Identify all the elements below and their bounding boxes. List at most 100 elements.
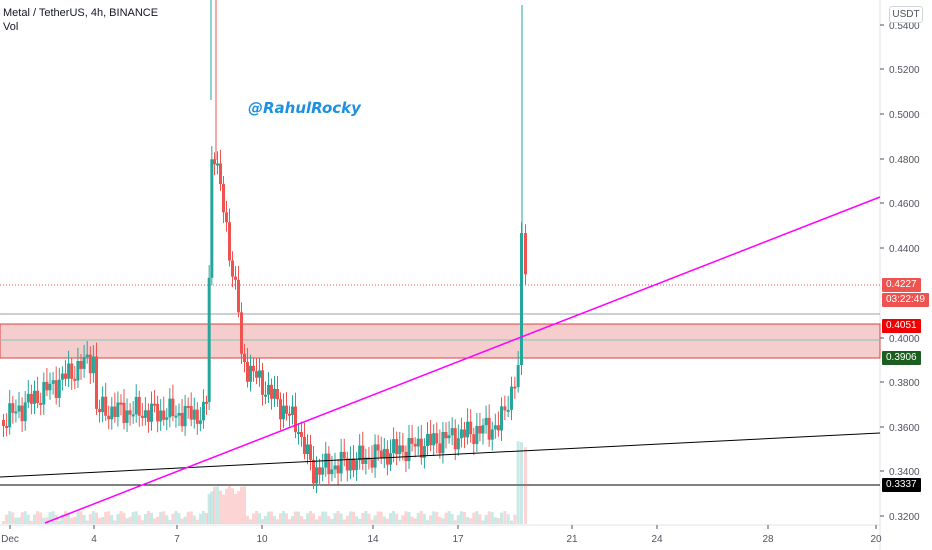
volume-bar	[60, 514, 64, 524]
volume-bar	[91, 511, 95, 524]
volume-bar	[104, 512, 108, 524]
candle-body	[300, 432, 303, 437]
candle-body	[156, 403, 160, 422]
candle-body	[228, 222, 231, 261]
candle-body	[104, 396, 108, 416]
volume-bar	[475, 511, 479, 524]
currency-button[interactable]: USDT	[889, 6, 923, 23]
candle-body	[11, 403, 15, 413]
volume-bar	[36, 511, 40, 524]
candle-body	[463, 429, 466, 438]
symbol-title[interactable]: Metal / TetherUS, 4h, BINANCE	[3, 7, 159, 19]
candle-body	[143, 410, 147, 418]
volume-bar	[113, 520, 117, 524]
support-tag: 0.3906	[882, 351, 921, 365]
chart-legend: Metal / TetherUS, 4h, BINANCE Vol	[3, 6, 158, 34]
candle-body	[484, 417, 488, 426]
lower-trend-line[interactable]	[0, 432, 881, 478]
volume-label[interactable]: Vol	[3, 21, 19, 33]
volume-bar	[456, 515, 460, 524]
candle-body	[364, 457, 368, 464]
volume-bar	[243, 486, 246, 524]
volume-bar	[500, 512, 503, 524]
volume-bar	[171, 513, 175, 524]
volume-bar	[119, 511, 123, 524]
candle-body	[456, 438, 460, 450]
time-tick-label: 10	[256, 534, 268, 545]
candle-body	[510, 386, 513, 410]
candle-body	[85, 354, 89, 357]
price-axis[interactable]: 0.5400 0.5200 0.5000 0.4800 0.4600 0.4400 0.40…	[880, 21, 920, 523]
time-tick-label: 7	[174, 534, 180, 545]
candle-body	[219, 163, 222, 185]
volume-bar	[453, 520, 457, 524]
time-tick-label: 24	[651, 534, 663, 545]
candle-body	[297, 432, 300, 435]
time-tick-label: 14	[367, 534, 379, 545]
candle-body	[336, 465, 340, 474]
price-tick-label: 0.4600	[889, 199, 920, 210]
candle-body	[459, 429, 463, 439]
volume-bar	[429, 515, 433, 524]
volume-bar	[345, 515, 349, 524]
candle-body	[382, 448, 386, 459]
candle-body	[342, 451, 346, 459]
volume-bar	[39, 512, 43, 524]
volume-bar	[516, 441, 520, 524]
candle-body	[17, 405, 21, 412]
candle-body	[444, 431, 448, 439]
volume-bars	[2, 441, 527, 524]
volume-bar	[26, 514, 30, 524]
volume-bar	[288, 519, 291, 524]
candle-body	[165, 417, 169, 420]
volume-bar	[76, 512, 80, 524]
volume-bar	[389, 512, 392, 524]
volume-bar	[373, 515, 377, 524]
volume-bar	[195, 519, 199, 524]
rising-trend-line[interactable]	[44, 196, 881, 524]
candle-body	[189, 406, 193, 420]
volume-bar	[88, 514, 92, 524]
volume-bar	[110, 515, 114, 524]
price-tick-label: 0.5200	[889, 65, 920, 76]
candle-body	[401, 445, 405, 452]
volume-bar	[279, 513, 282, 524]
candle-body	[392, 439, 396, 454]
volume-bar	[444, 512, 448, 524]
candle-body	[506, 409, 510, 412]
candle-body	[195, 409, 199, 424]
volume-bar	[228, 486, 231, 524]
candle-body	[279, 399, 282, 420]
candle-body	[450, 428, 454, 436]
price-tick-label: 0.5000	[889, 110, 920, 121]
candle-body	[198, 420, 202, 424]
countdown-tag: 03:22:49	[882, 293, 929, 307]
volume-bar	[107, 511, 111, 524]
volume-bar	[64, 511, 67, 524]
candle-body	[496, 425, 500, 431]
volume-bar	[478, 514, 482, 524]
volume-bar	[321, 511, 325, 524]
candle-body	[276, 388, 279, 400]
candle-body	[119, 402, 123, 405]
volume-bar	[404, 511, 408, 524]
candle-body	[503, 406, 507, 411]
candle-body	[270, 384, 273, 399]
candle-body	[137, 396, 141, 416]
resistance-zone[interactable]	[0, 323, 881, 359]
volume-bar	[370, 519, 374, 524]
volume-bar	[51, 511, 55, 524]
volume-bar	[481, 520, 485, 524]
candle-body	[273, 388, 276, 399]
volume-bar	[348, 511, 352, 524]
candle-body	[291, 406, 294, 416]
candle-body	[222, 184, 225, 213]
candle-body	[306, 444, 309, 455]
volume-bar	[201, 511, 205, 524]
volume-bar	[231, 488, 234, 524]
volume-bar	[79, 511, 83, 524]
time-axis[interactable]: Dec 4 7 10 14 17 21 24 28 20	[1, 525, 882, 545]
candle-body	[303, 436, 306, 455]
